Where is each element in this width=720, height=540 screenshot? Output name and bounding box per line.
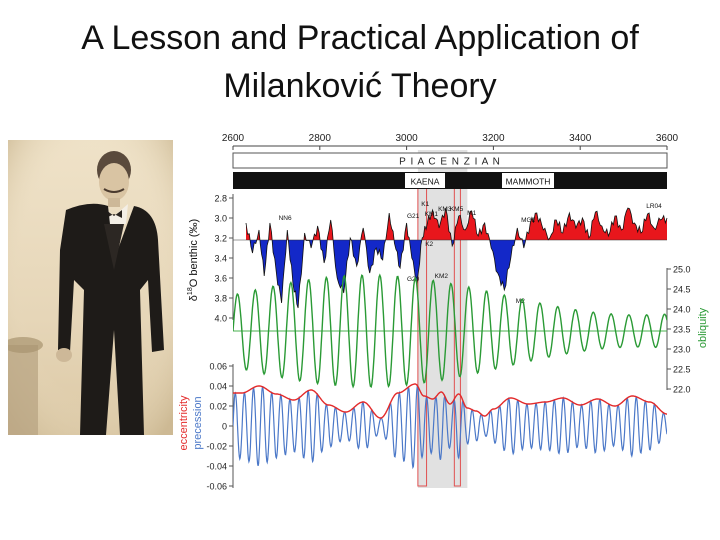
orbital-tick-label: -0.02: [206, 442, 227, 452]
milankovitch-figure: 2600 2800 3000 3200 3400 3600 P I A C E N Z I…: [178, 133, 709, 492]
portrait-photo: [8, 140, 173, 435]
portrait-figure: [8, 140, 173, 435]
benthic-tick-label: 3.8: [214, 294, 227, 304]
slide-title: A Lesson and Practical Application of Mi…: [0, 14, 720, 110]
orbital-tick-label: 0.06: [209, 362, 227, 372]
obliquity-series: [233, 273, 667, 389]
chron-kaena-box: [405, 173, 445, 188]
orbital-tick-label: 0.02: [209, 402, 227, 412]
title-line-2: Milanković Theory: [223, 67, 497, 105]
obliquity-tick-label: 22.0: [673, 385, 691, 395]
orbital-tick-label: 0: [222, 422, 227, 432]
title-line-1: A Lesson and Practical Application of: [81, 19, 639, 57]
benthic-series: [245, 207, 668, 309]
benthic-annotation: NN6: [279, 215, 292, 222]
benthic-annotation: MG1: [521, 217, 535, 224]
x-tick-label: 2600: [222, 133, 245, 144]
chron-kaena-label: KAENA: [411, 177, 440, 187]
precession-series: [233, 385, 667, 470]
x-tick-label: 3000: [395, 133, 418, 144]
x-tick-label: 3200: [482, 133, 505, 144]
chron-mammoth-box: [502, 173, 554, 188]
stage-label: P I A C E N Z I A N: [399, 157, 501, 168]
stage-bar: [232, 152, 668, 169]
benthic-annotation: G20: [407, 276, 420, 283]
benthic-annotation: KM1: [425, 211, 439, 218]
benthic-annotation: KM3: [438, 206, 452, 213]
obliquity-tick-label: 24.0: [673, 305, 691, 315]
benthic-tick-label: 3.4: [214, 254, 227, 264]
benthic-tick-label: 2.8: [214, 194, 227, 204]
obliquity-tick-label: 22.5: [673, 365, 691, 375]
orbital-tick-label: -0.06: [206, 482, 227, 492]
orbital-tick-label: 0.04: [209, 382, 227, 392]
benthic-annotation: KM2: [435, 273, 449, 280]
eccentricity-ylabel: eccentricity: [178, 395, 190, 451]
x-tick-label: 2800: [309, 133, 332, 144]
obliquity-ylabel: obliquity: [697, 307, 709, 348]
orbital-panel: 0.06 0.04 0.02 0 -0.02 -0.04 -0.06 eccentricit…: [178, 362, 667, 492]
obliquity-tick-label: 24.5: [673, 285, 691, 295]
benthic-annotation: K2: [425, 241, 433, 248]
benthic-tick-label: 3.2: [214, 234, 227, 244]
benthic-tick-label: 4.0: [214, 314, 227, 324]
precession-ylabel: precession: [192, 396, 204, 449]
orbital-tick-label: -0.04: [206, 462, 227, 472]
benthic-ylabel: δ18O benthic (‰): [187, 219, 200, 301]
chron-bar: [233, 172, 667, 189]
benthic-annotation: KM5: [450, 206, 464, 213]
x-axis-top: 2600 2800 3000 3200 3400 3600: [222, 133, 679, 150]
benthic-annotation: M1: [467, 210, 476, 217]
chron-mammoth-label: MAMMOTH: [506, 177, 551, 187]
benthic-tick-label: 3.0: [214, 214, 227, 224]
x-tick-label: 3400: [569, 133, 592, 144]
benthic-tick-label: 3.6: [214, 274, 227, 284]
benthic-ylabel-rest: O benthic (‰): [188, 219, 200, 287]
obliquity-panel: 25.0 24.5 24.0 23.5 23.0 22.5 22.0 obliquity: [233, 265, 709, 395]
obliquity-tick-label: 23.5: [673, 325, 691, 335]
benthic-annotation: LR04: [646, 203, 662, 210]
benthic-ylabel-delta: δ: [188, 295, 200, 301]
eccentricity-series: [233, 383, 667, 419]
obliquity-tick-label: 25.0: [673, 265, 691, 275]
benthic-annotation: G21: [407, 213, 420, 220]
benthic-annotation: K1: [421, 201, 429, 208]
benthic-ylabel-sup: 18: [187, 287, 194, 295]
x-tick-label: 3600: [656, 133, 679, 144]
obliquity-tick-label: 23.0: [673, 345, 691, 355]
benthic-panel: 2.83.03.23.43.63.84.0 NN6 G21K1KM1KM3KM5M…: [187, 194, 668, 324]
